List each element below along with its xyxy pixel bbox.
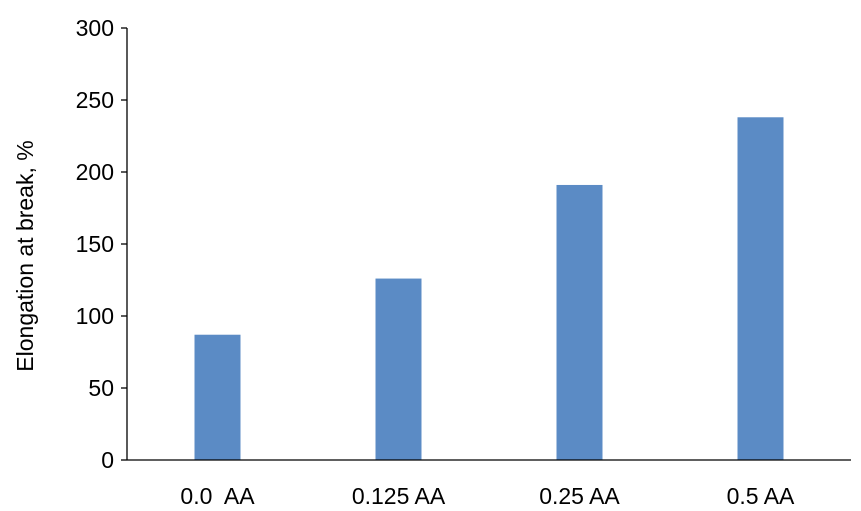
y-tick-label: 200 (76, 159, 114, 185)
x-tick-label: 0.0 AA (180, 483, 255, 509)
y-tick-label: 50 (88, 375, 114, 401)
y-tick-label: 250 (76, 87, 114, 113)
y-tick-label: 100 (76, 303, 114, 329)
bar (556, 184, 603, 460)
y-tick-label: 0 (101, 447, 114, 473)
bar (375, 278, 422, 460)
y-axis-title: Elongation at break, % (12, 140, 38, 371)
bar (737, 117, 784, 460)
y-tick-label: 150 (76, 231, 114, 257)
x-tick-label: 0.25 AA (539, 483, 620, 509)
bars (194, 117, 784, 460)
x-tick-label: 0.125 AA (352, 483, 446, 509)
bar (194, 334, 241, 460)
y-tick-label: 300 (76, 15, 114, 41)
x-tick-label: 0.5 AA (727, 483, 795, 509)
y-tick-labels: 0 50 100 150 200 250 300 (76, 15, 114, 473)
x-tick-labels: 0.0 AA 0.125 AA 0.25 AA 0.5 AA (180, 483, 795, 509)
y-axis-ticks (121, 27, 127, 461)
